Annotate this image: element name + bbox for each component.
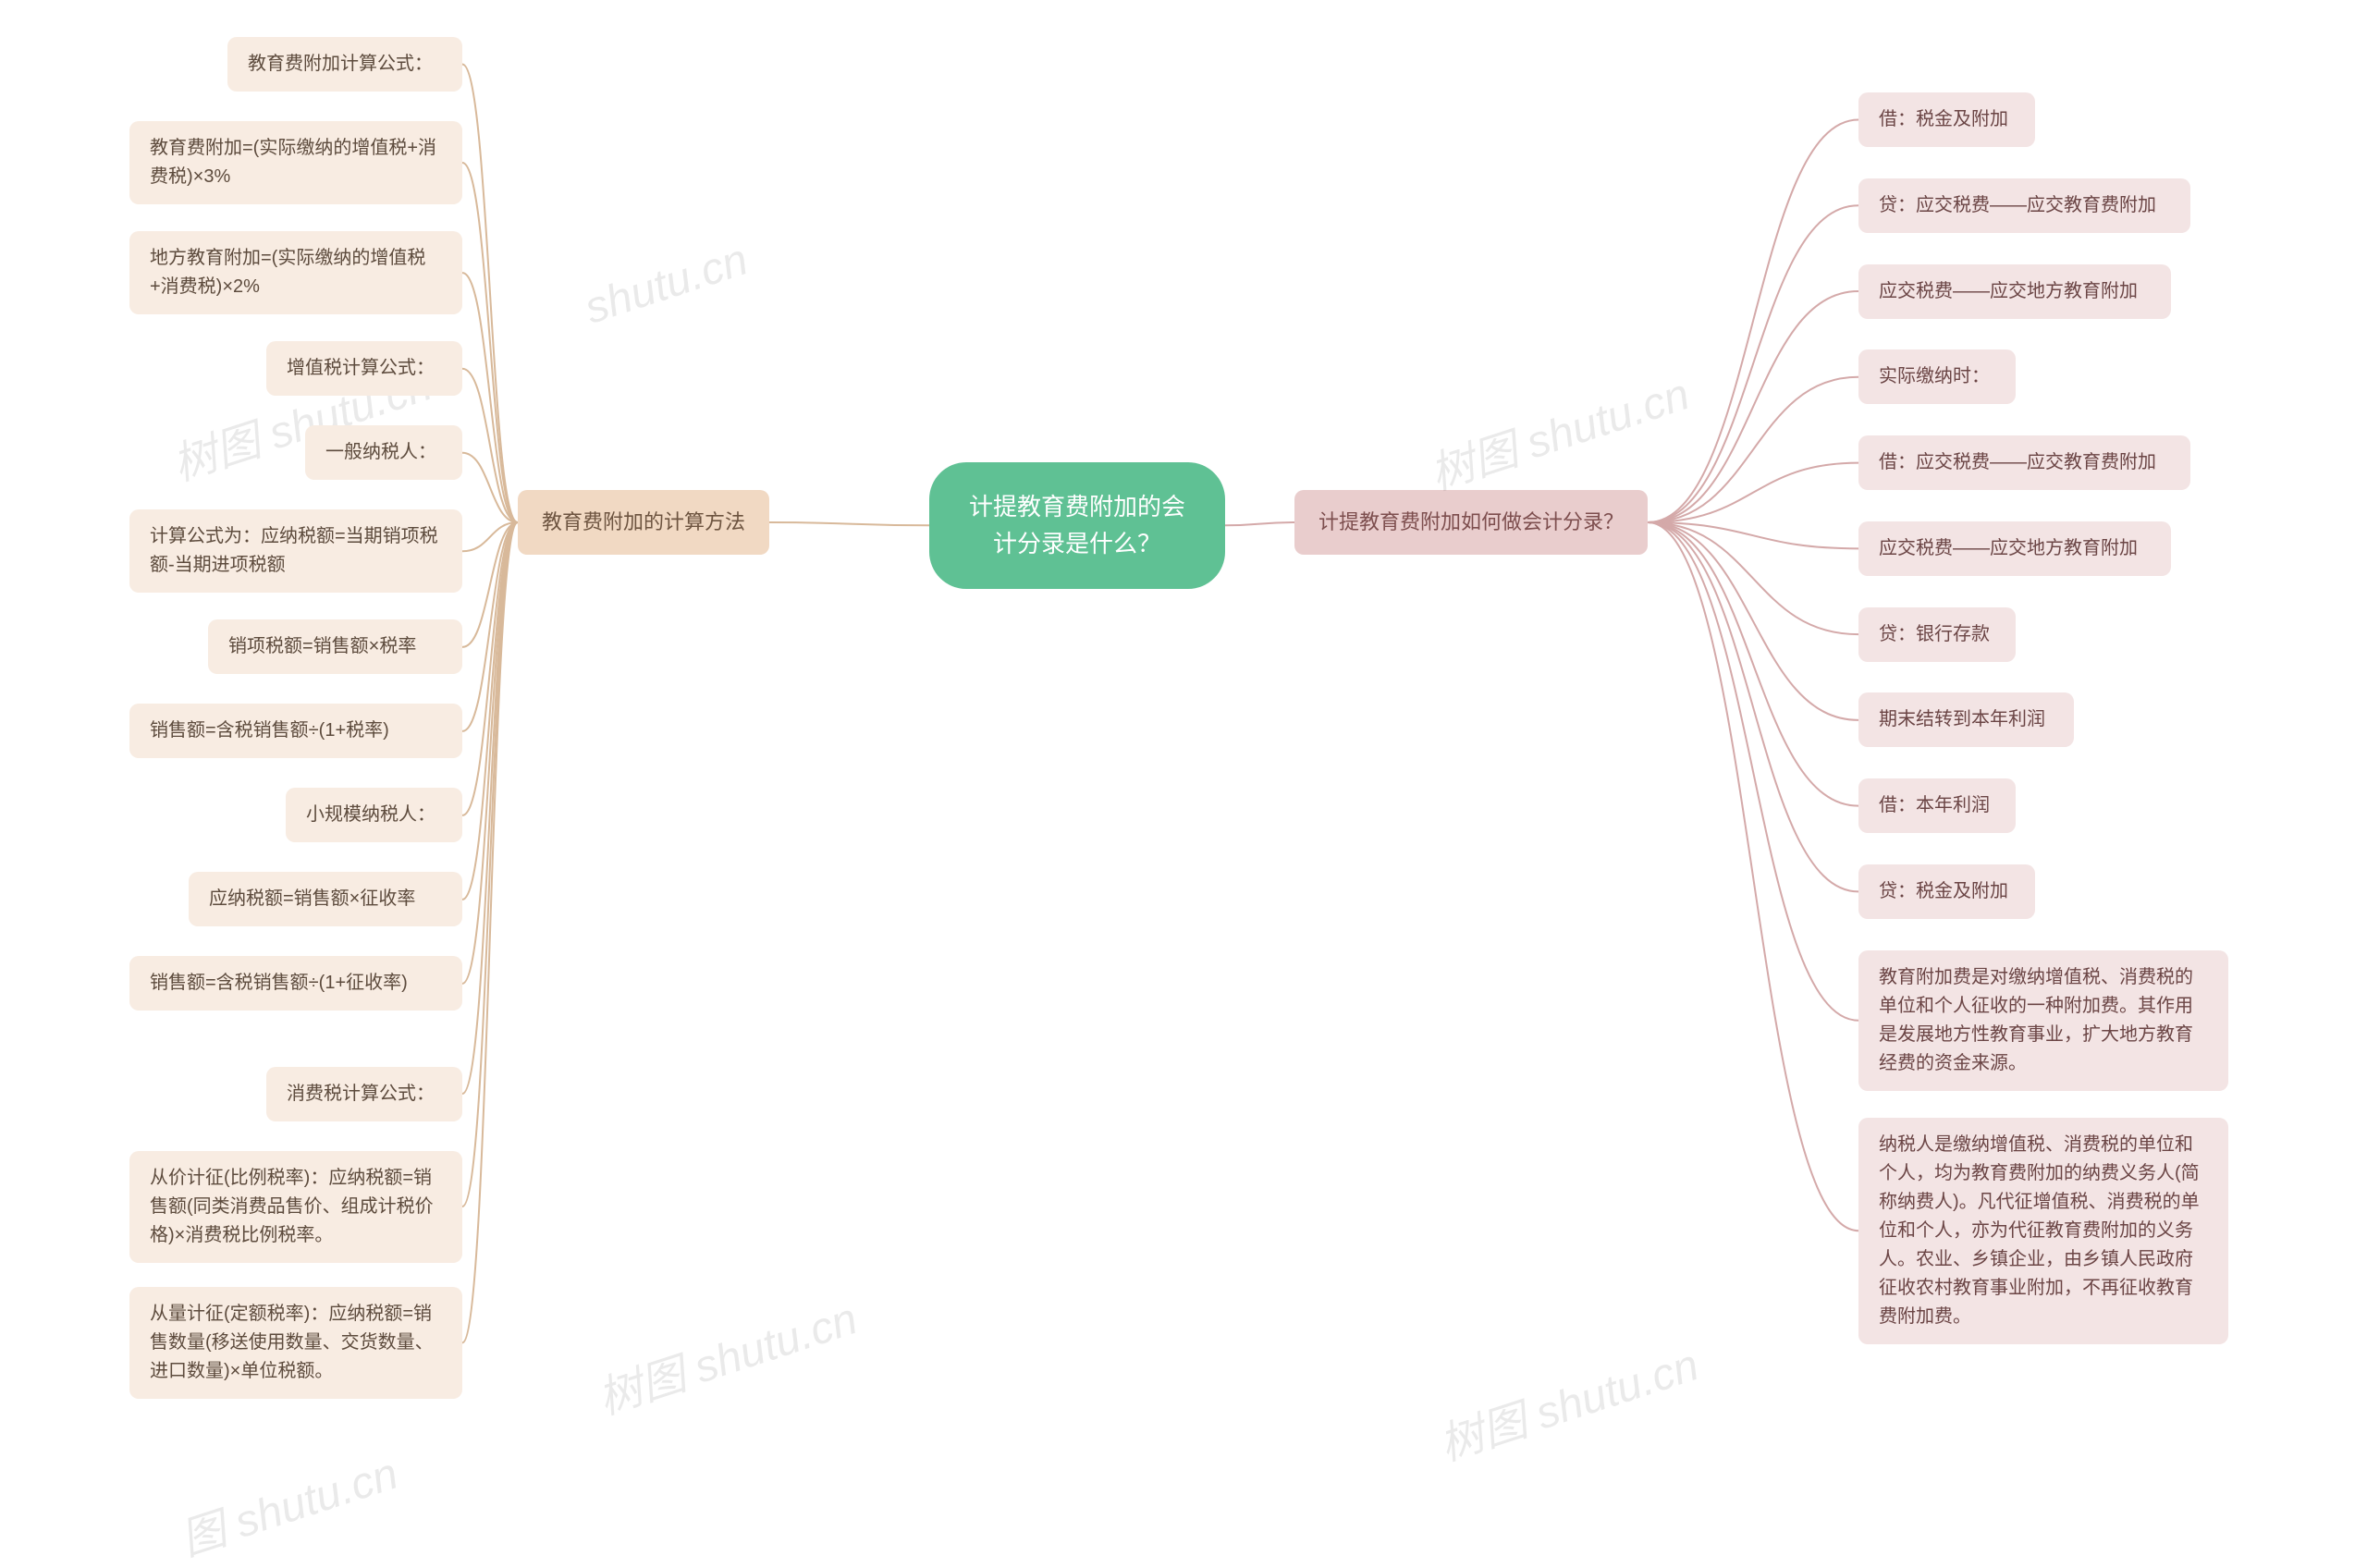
right-branch-node[interactable]: 计提教育费附加如何做会计分录？ [1294,490,1648,555]
watermark: shutu.cn [579,234,754,334]
watermark: 树图 shutu.cn [1429,1329,1705,1473]
left-leaf-node[interactable]: 从量计征(定额税率)：应纳税额=销售数量(移送使用数量、交货数量、进口数量)×单… [129,1287,462,1399]
left-leaf-node[interactable]: 计算公式为：应纳税额=当期销项税额-当期进项税额 [129,509,462,593]
left-leaf-node[interactable]: 销售额=含税销售额÷(1+征收率) [129,956,462,1011]
right-leaf-node[interactable]: 借：本年利润 [1858,778,2016,833]
left-leaf-node[interactable]: 消费税计算公式： [266,1067,462,1121]
root-node[interactable]: 计提教育费附加的会计分录是什么？ [929,462,1225,589]
right-leaf-node[interactable]: 贷：银行存款 [1858,607,2016,662]
left-leaf-node[interactable]: 一般纳税人： [305,425,462,480]
watermark: 树图 shutu.cn [1420,358,1696,502]
left-leaf-node[interactable]: 教育费附加=(实际缴纳的增值税+消费税)×3% [129,121,462,204]
left-leaf-node[interactable]: 销售额=含税销售额÷(1+税率) [129,704,462,758]
right-leaf-node[interactable]: 贷：税金及附加 [1858,864,2035,919]
right-leaf-node[interactable]: 借：税金及附加 [1858,92,2035,147]
left-leaf-node[interactable]: 教育费附加计算公式： [227,37,462,92]
right-leaf-node[interactable]: 借：应交税费——应交教育费附加 [1858,435,2190,490]
right-leaf-node[interactable]: 纳税人是缴纳增值税、消费税的单位和个人，均为教育费附加的纳费义务人(简称纳费人)… [1858,1118,2228,1344]
left-branch-node[interactable]: 教育费附加的计算方法 [518,490,769,555]
watermark: 图 shutu.cn [171,1437,405,1568]
right-leaf-node[interactable]: 应交税费——应交地方教育附加 [1858,521,2171,576]
right-leaf-node[interactable]: 贷：应交税费——应交教育费附加 [1858,178,2190,233]
left-leaf-node[interactable]: 地方教育附加=(实际缴纳的增值税+消费税)×2% [129,231,462,314]
left-leaf-node[interactable]: 小规模纳税人： [286,788,462,842]
left-leaf-node[interactable]: 从价计征(比例税率)：应纳税额=销售额(同类消费品售价、组成计税价格)×消费税比… [129,1151,462,1263]
left-leaf-node[interactable]: 销项税额=销售额×税率 [208,619,462,674]
left-leaf-node[interactable]: 增值税计算公式： [266,341,462,396]
right-leaf-node[interactable]: 应交税费——应交地方教育附加 [1858,264,2171,319]
watermark: 树图 shutu.cn [588,1282,864,1427]
right-leaf-node[interactable]: 实际缴纳时： [1858,349,2016,404]
right-leaf-node[interactable]: 期末结转到本年利润 [1858,692,2074,747]
right-leaf-node[interactable]: 教育附加费是对缴纳增值税、消费税的单位和个人征收的一种附加费。其作用是发展地方性… [1858,950,2228,1091]
left-leaf-node[interactable]: 应纳税额=销售额×征收率 [189,872,462,926]
